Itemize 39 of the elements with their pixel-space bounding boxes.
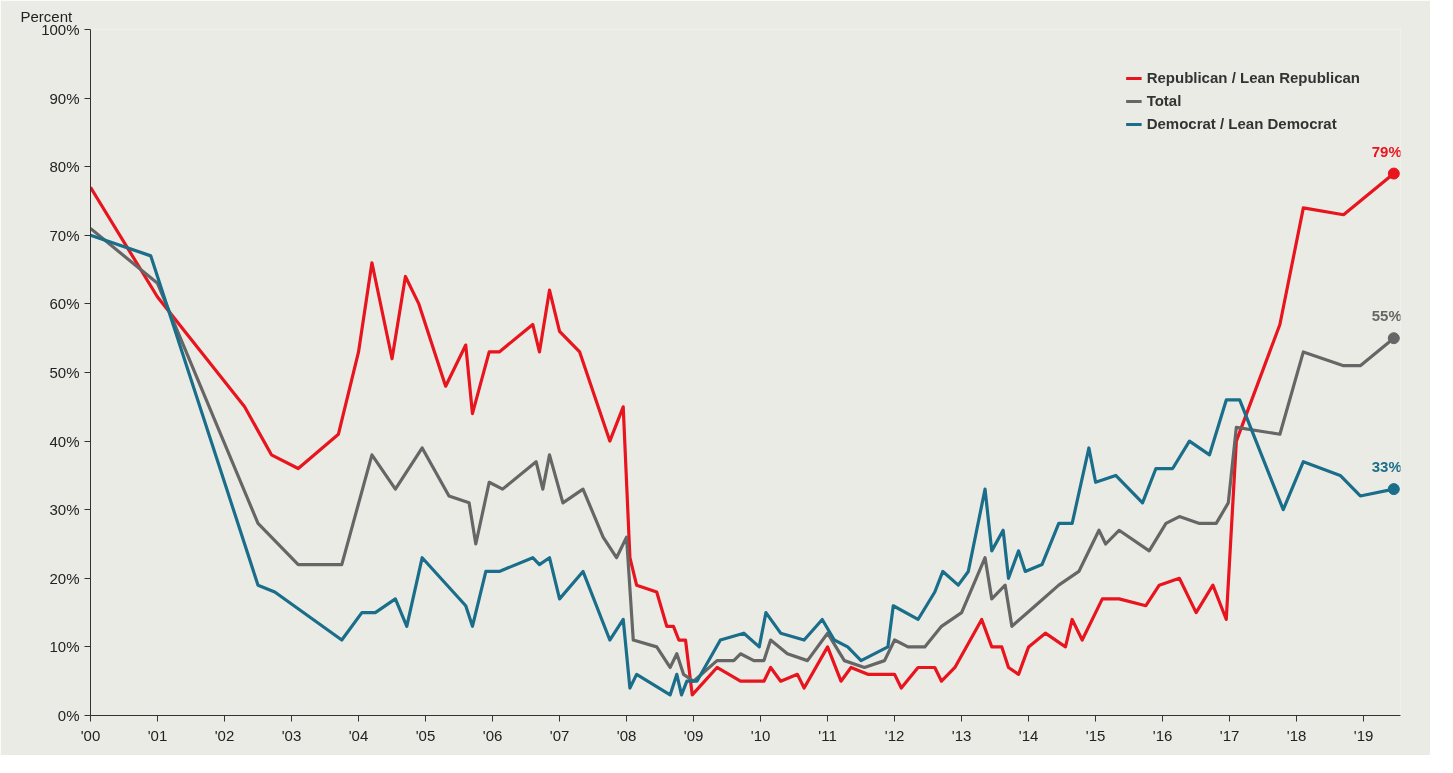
y-tick-label: 50% (49, 364, 80, 381)
legend-label: Total (1146, 92, 1182, 109)
y-tick-label: 90% (49, 89, 80, 107)
y-tick-label: 80% (49, 158, 80, 176)
y-tick-label: 40% (49, 432, 80, 450)
x-tick-label: '13 (951, 726, 972, 744)
point (1387, 167, 1400, 180)
legend-label: Republican / Lean Republican (1146, 69, 1360, 86)
x-tick-label: '03 (281, 726, 302, 744)
x-tick-label: '14 (1018, 726, 1039, 744)
legend-label: Democrat / Lean Democrat (1146, 115, 1337, 132)
x-tick-label: '18 (1286, 726, 1307, 744)
x-tick-label: '02 (214, 726, 235, 744)
point (1387, 483, 1400, 496)
x-tick-label: '12 (884, 726, 905, 744)
y-tick-label: 10% (49, 638, 80, 656)
x-tick-label: '06 (482, 726, 503, 744)
point (1387, 332, 1400, 345)
x-tick-label: '05 (415, 726, 436, 744)
x-tick-label: '00 (80, 726, 101, 744)
data-label: 55% (1371, 307, 1402, 325)
x-tick-label: '17 (1219, 726, 1240, 744)
x-tick-label: '07 (549, 726, 570, 744)
y-tick-label: 20% (49, 569, 80, 587)
y-tick-label: 0% (57, 707, 80, 724)
y-tick-label: 60% (49, 295, 80, 313)
x-tick-label: '09 (683, 726, 704, 744)
x-tick-label: '19 (1353, 726, 1374, 744)
x-tick-label: '01 (147, 726, 168, 744)
data-label: 79% (1371, 142, 1402, 160)
y-tick-label: 70% (49, 226, 80, 244)
x-tick-label: '11 (818, 726, 837, 744)
x-tick-label: '04 (348, 726, 369, 744)
x-tick-label: '16 (1152, 726, 1173, 744)
x-tick-label: '08 (616, 726, 637, 744)
y-tick-label: 30% (49, 501, 80, 519)
x-tick-label: '15 (1085, 726, 1106, 744)
x-tick-label: '10 (750, 726, 771, 744)
data-label: 33% (1371, 458, 1402, 476)
